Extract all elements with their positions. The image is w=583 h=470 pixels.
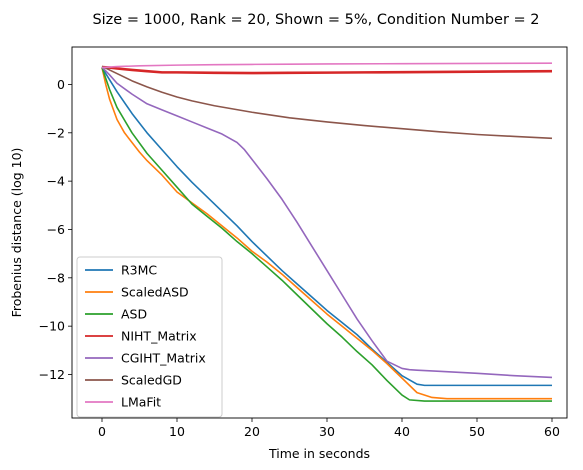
series-line-r3mc xyxy=(101,67,552,387)
x-tick-label: 40 xyxy=(394,424,410,439)
y-tick-label: −4 xyxy=(47,174,65,189)
plot-frame xyxy=(71,46,568,419)
series-line-niht-matrix xyxy=(101,65,553,75)
x-tick-label: 20 xyxy=(244,424,260,439)
y-tick-label: −8 xyxy=(47,270,65,285)
legend-label: ASD xyxy=(121,307,147,322)
legend-label: ScaledGD xyxy=(121,373,182,388)
legend: R3MC ScaledASD ASD NIHT_Matrix CGIHT_Matrix S… xyxy=(76,256,223,418)
legend-box xyxy=(76,256,223,418)
x-tick-label: 30 xyxy=(319,424,335,439)
x-tick-label: 60 xyxy=(544,424,560,439)
chart-title: Size = 1000, Rank = 20, Shown = 5%, Cond… xyxy=(92,12,539,28)
legend-label: ScaledASD xyxy=(121,285,189,300)
legend-label: CGIHT_Matrix xyxy=(121,351,206,366)
x-axis-label: Time in seconds xyxy=(268,446,370,461)
series-line-scaledgd xyxy=(101,65,553,140)
legend-label: R3MC xyxy=(121,263,157,278)
y-tick-label: −12 xyxy=(39,367,65,382)
series-line-lmafit xyxy=(101,62,553,69)
y-tick-label: −10 xyxy=(39,319,65,334)
legend-label: NIHT_Matrix xyxy=(121,329,197,344)
axis-ticks: 0 10 20 30 40 50 60 0 −2 −4 −6 −8 −10 −12 xyxy=(39,77,560,439)
series-line-asd xyxy=(101,67,552,402)
y-tick-label: −6 xyxy=(47,222,65,237)
x-tick-label: 0 xyxy=(98,424,106,439)
y-tick-label: 0 xyxy=(57,77,65,92)
legend-label: LMaFit xyxy=(121,395,161,410)
series-line-cgiht-matrix xyxy=(101,66,553,379)
series-line-scaledasd xyxy=(101,67,552,400)
x-tick-label: 10 xyxy=(169,424,185,439)
y-axis-label: Frobenius distance (log 10) xyxy=(9,148,24,318)
x-tick-label: 50 xyxy=(469,424,485,439)
series-lines xyxy=(101,62,553,402)
y-tick-label: −2 xyxy=(47,125,65,140)
